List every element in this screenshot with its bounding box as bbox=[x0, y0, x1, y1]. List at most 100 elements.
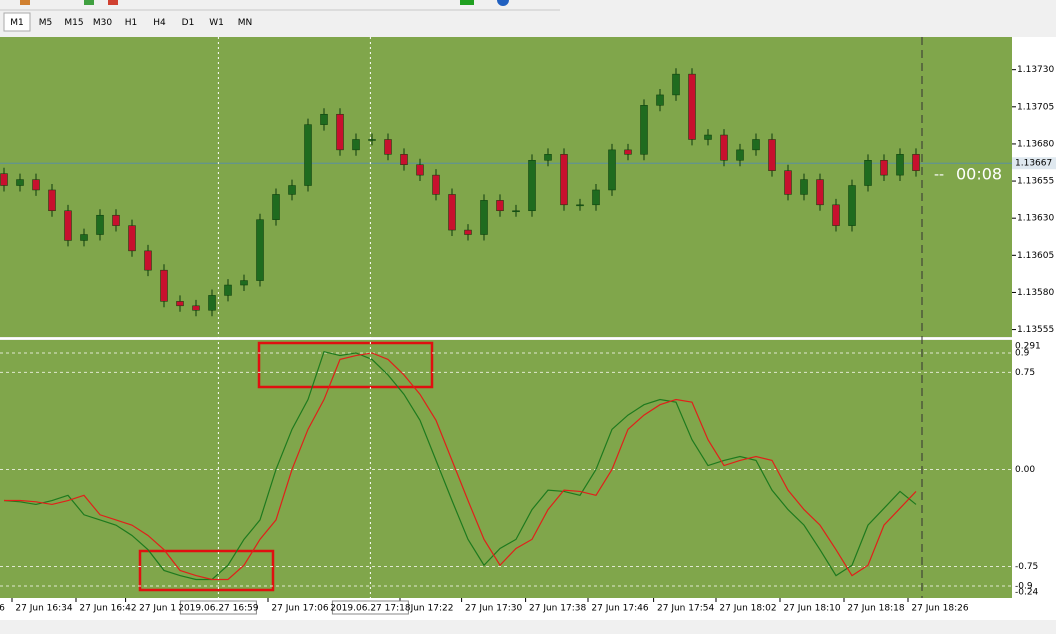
timeframe-button[interactable] bbox=[203, 13, 230, 31]
candle-body bbox=[464, 229, 472, 235]
crosshair-label: 2019.06.27 17:18 bbox=[330, 604, 411, 614]
x-tick-label: 27 Jun 18:02 bbox=[719, 604, 776, 614]
y-tick-label: 1.13680 bbox=[1017, 139, 1054, 149]
candle-body bbox=[160, 269, 168, 302]
timeframe-button[interactable] bbox=[118, 13, 144, 31]
candle-body bbox=[336, 113, 344, 151]
candle-body bbox=[80, 234, 88, 241]
timeframe-label[interactable]: H4 bbox=[153, 18, 166, 28]
candle-body bbox=[608, 149, 616, 191]
candle-body bbox=[816, 179, 824, 206]
x-tick-label: 27 Jun 16:34 bbox=[15, 604, 72, 614]
timeframe-button[interactable] bbox=[32, 13, 59, 31]
candle-body bbox=[592, 189, 600, 206]
current-price-label: 1.13667 bbox=[1015, 159, 1052, 169]
x-tick-label: 27 Jun 17:46 bbox=[591, 604, 648, 614]
candle-body bbox=[880, 160, 888, 176]
candle-body bbox=[576, 204, 584, 207]
timeframe-button[interactable] bbox=[3, 12, 31, 32]
timeframe-label[interactable]: M15 bbox=[64, 18, 83, 28]
candle-body bbox=[352, 139, 360, 151]
candle-body bbox=[368, 139, 376, 141]
y-tick-label: 1.13555 bbox=[1017, 325, 1054, 335]
oscillator-line bbox=[3, 350, 917, 581]
icon[interactable] bbox=[497, 0, 509, 6]
candle-body bbox=[448, 194, 456, 231]
timeframe-label[interactable]: MN bbox=[238, 18, 253, 28]
price-pane bbox=[0, 37, 1012, 337]
candle-body bbox=[560, 154, 568, 206]
y-tick-label: 1.13580 bbox=[1017, 288, 1054, 298]
icon[interactable] bbox=[20, 0, 30, 5]
y-tick-label: 0.75 bbox=[1015, 368, 1035, 378]
timer: 00:08 bbox=[956, 165, 1002, 184]
candle-body bbox=[864, 160, 872, 186]
candle-body bbox=[416, 164, 424, 176]
candle-body bbox=[800, 179, 808, 195]
y-tick-label: 0.00 bbox=[1015, 465, 1035, 475]
y-tick-label: -0.75 bbox=[1015, 562, 1038, 572]
crosshair-label: 2019.06.27 16:59 bbox=[178, 604, 259, 614]
timeframe-button[interactable] bbox=[89, 13, 116, 31]
candle-body bbox=[720, 134, 728, 161]
candle-body bbox=[256, 219, 264, 281]
crosshair-label-box bbox=[331, 600, 409, 615]
x-tick-label: 6 bbox=[0, 604, 5, 614]
candle-body bbox=[672, 73, 680, 96]
y-tick-label: 1.13655 bbox=[1017, 177, 1054, 187]
candle-body bbox=[240, 280, 248, 286]
candle-body bbox=[512, 210, 520, 213]
x-tick-label: 27 Jun 16:42 bbox=[79, 604, 136, 614]
timer-prefix: -- bbox=[934, 167, 944, 183]
candle-body bbox=[704, 134, 712, 140]
timeframe-label[interactable]: M5 bbox=[39, 18, 53, 28]
timeframe-label[interactable]: M1 bbox=[10, 18, 24, 28]
candle-body bbox=[752, 139, 760, 151]
y-tick-label: 1.13630 bbox=[1017, 214, 1054, 224]
y-tick-label: 1.13705 bbox=[1017, 102, 1054, 112]
timeframe-button[interactable] bbox=[232, 13, 258, 31]
timeframe-label[interactable]: M30 bbox=[93, 18, 112, 28]
x-tick-label: 27 Jun 17:54 bbox=[657, 604, 714, 614]
candle-body bbox=[288, 185, 296, 195]
icon[interactable] bbox=[108, 0, 118, 5]
crosshair-label-box bbox=[179, 600, 257, 615]
candle-body bbox=[304, 124, 312, 186]
candle-body bbox=[688, 73, 696, 140]
timeframe-button[interactable] bbox=[146, 13, 173, 31]
timeframe-button[interactable] bbox=[175, 13, 201, 31]
x-tick-label: Jun 17:22 bbox=[410, 604, 454, 614]
timeframe-button[interactable] bbox=[61, 13, 87, 31]
candle-body bbox=[64, 210, 72, 241]
y-tick-label: 1.13605 bbox=[1017, 251, 1054, 261]
time-axis bbox=[0, 598, 1056, 620]
range-label: -0.24 bbox=[1015, 588, 1039, 598]
current-price-box bbox=[1012, 157, 1056, 170]
x-tick-label: 27 Jun 18:18 bbox=[847, 604, 904, 614]
candle-body bbox=[768, 139, 776, 171]
candle-body bbox=[48, 189, 56, 212]
candle-body bbox=[832, 204, 840, 226]
candle-body bbox=[112, 214, 120, 226]
candle-body bbox=[96, 214, 104, 235]
candle-body bbox=[496, 200, 504, 212]
candle-body bbox=[432, 174, 440, 195]
candle-body bbox=[272, 194, 280, 220]
icon[interactable] bbox=[460, 0, 474, 5]
candle-body bbox=[480, 200, 488, 235]
icon[interactable] bbox=[84, 0, 94, 5]
candle-body bbox=[912, 154, 920, 171]
candle-body bbox=[896, 154, 904, 176]
candle-body bbox=[144, 250, 152, 271]
timeframe-label[interactable]: D1 bbox=[182, 18, 195, 28]
timeframe-label[interactable]: H1 bbox=[125, 18, 138, 28]
candle-body bbox=[224, 284, 232, 296]
candle-body bbox=[736, 149, 744, 161]
candle-body bbox=[128, 225, 136, 252]
candle-body bbox=[384, 139, 392, 155]
candle-body bbox=[176, 301, 184, 307]
timeframe-label[interactable]: W1 bbox=[209, 18, 224, 28]
y-tick-label: -0.9 bbox=[1015, 581, 1033, 591]
candle-body bbox=[0, 173, 8, 186]
